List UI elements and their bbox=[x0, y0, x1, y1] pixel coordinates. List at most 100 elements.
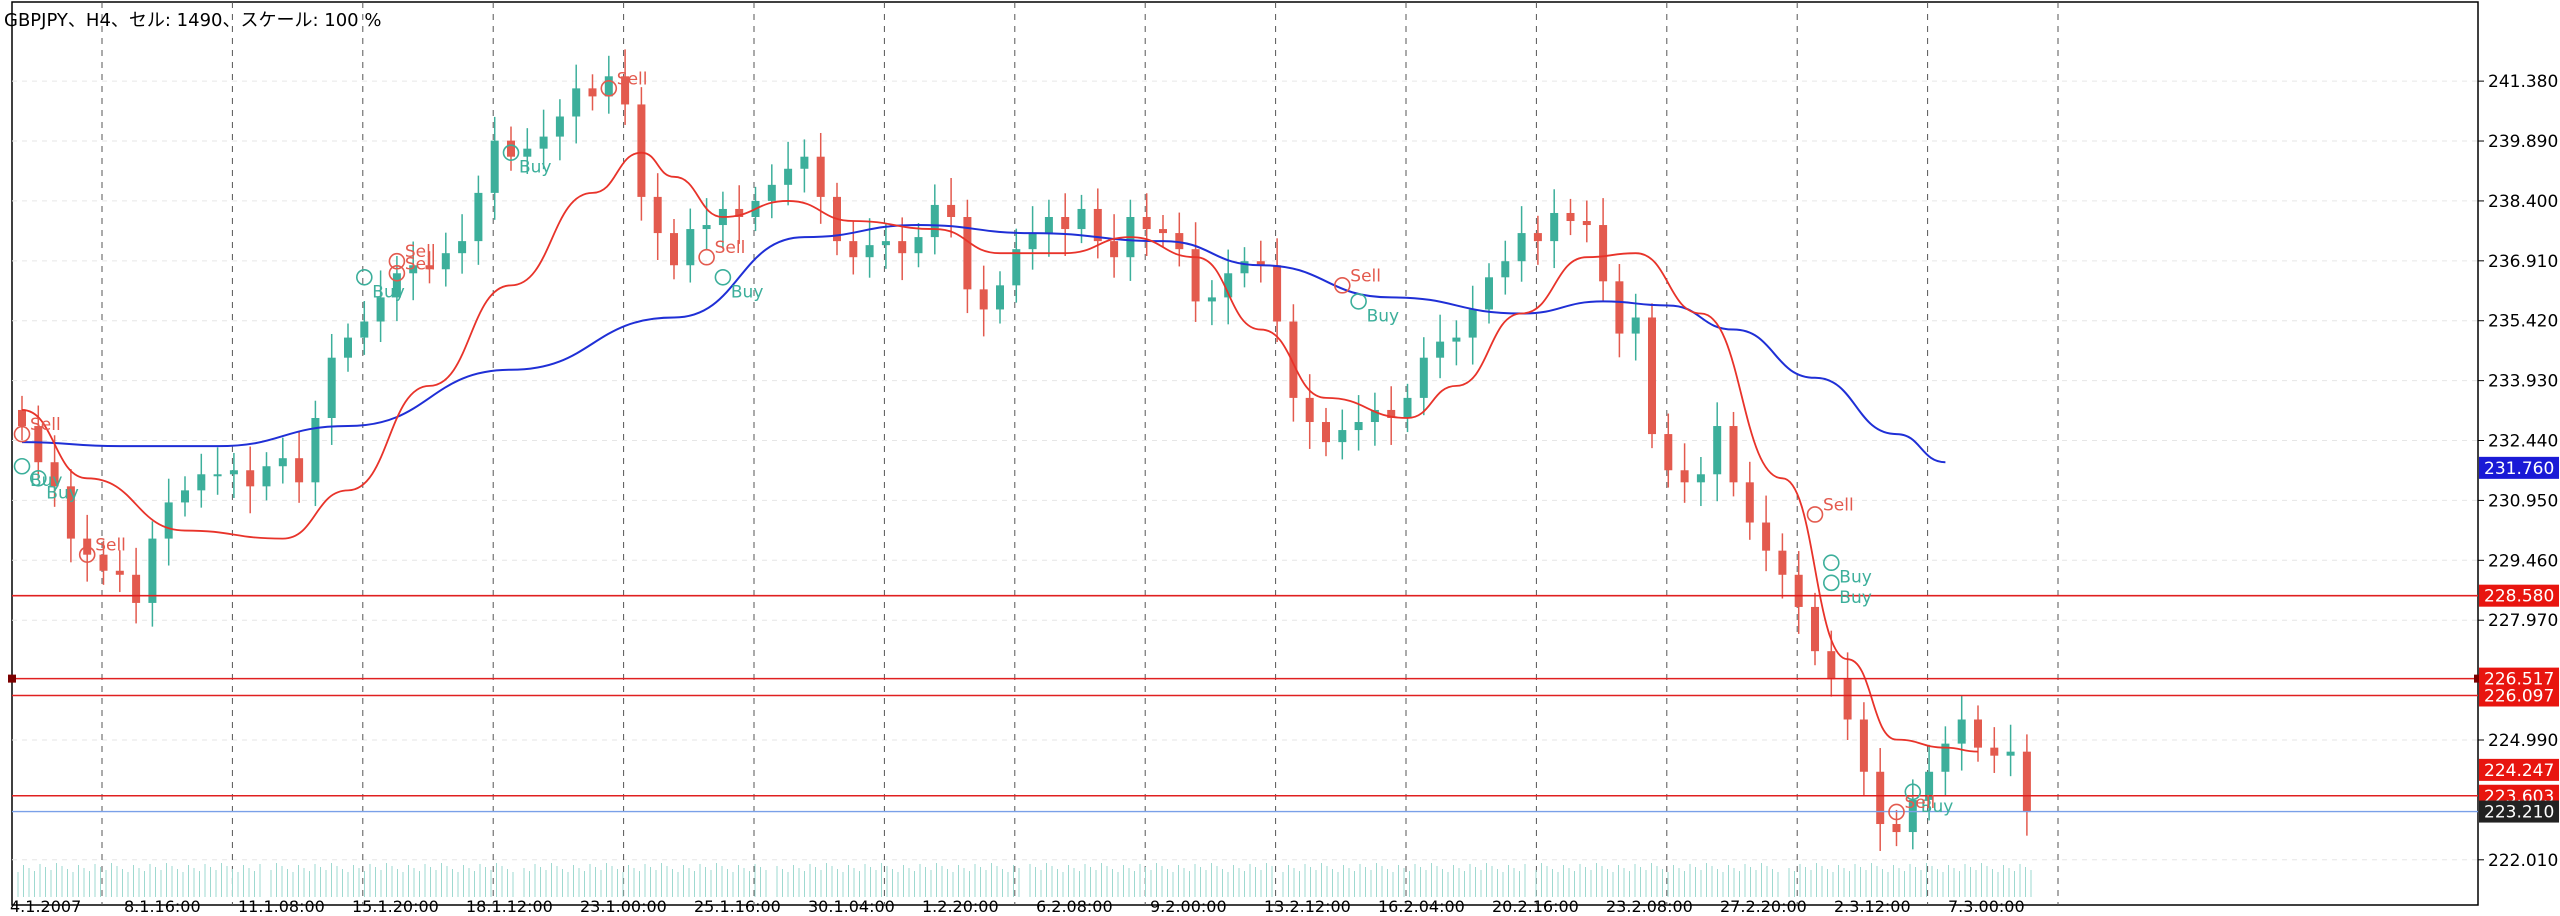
candle-body bbox=[1044, 217, 1053, 234]
candle-body bbox=[1990, 747, 1999, 756]
candle-body bbox=[213, 474, 222, 477]
candle-body bbox=[1762, 522, 1771, 551]
price-tick-label: 241.380 bbox=[2488, 72, 2558, 92]
signal-marker bbox=[355, 268, 373, 286]
signal-marker bbox=[78, 546, 96, 563]
signal-label-buy: Buy bbox=[372, 282, 405, 302]
signal-marker bbox=[502, 144, 520, 161]
signal-label-buy: Buy bbox=[46, 483, 79, 503]
price-tag-bg bbox=[2479, 800, 2559, 823]
candle-body bbox=[914, 237, 923, 254]
time-tick-label: 18.1.12:00 bbox=[466, 897, 553, 912]
candle-body bbox=[1974, 719, 1982, 748]
signal-marker bbox=[1904, 783, 1922, 801]
candle-body bbox=[376, 297, 385, 322]
candle-body bbox=[164, 502, 173, 539]
line-handle-left bbox=[8, 674, 16, 683]
candle-body bbox=[1599, 225, 1608, 282]
plot-frame bbox=[11, 1, 2479, 906]
candle-body bbox=[1745, 482, 1754, 523]
signal-label-sell: Sell bbox=[405, 242, 436, 262]
candle-body bbox=[572, 88, 581, 117]
candle-body bbox=[1240, 261, 1249, 274]
candle-body bbox=[1696, 474, 1705, 483]
candle-body bbox=[1517, 233, 1526, 262]
candle-body bbox=[2022, 751, 2031, 812]
candle-body bbox=[2006, 751, 2015, 756]
volume-layer bbox=[17, 863, 2032, 897]
price-tag-label: 226.097 bbox=[2484, 687, 2554, 707]
candle-body bbox=[148, 538, 157, 603]
signal-label-buy: Buy bbox=[1921, 797, 1954, 817]
candle-body bbox=[1012, 249, 1021, 286]
candle-body bbox=[1892, 824, 1901, 833]
time-tick-label: 15.1.20:00 bbox=[352, 897, 439, 912]
candle-body bbox=[1908, 799, 1917, 833]
candle-body bbox=[963, 217, 972, 290]
candle-body bbox=[278, 458, 287, 467]
candle-body bbox=[1566, 212, 1575, 222]
candle-body bbox=[1093, 208, 1102, 242]
candle-body bbox=[50, 462, 59, 487]
candle-body bbox=[132, 574, 141, 603]
candle-body bbox=[637, 104, 646, 197]
candle-body bbox=[670, 233, 678, 266]
signals-layer: SellBuyBuySellBuySellSellBuySellSellBuyS… bbox=[13, 69, 1954, 821]
candle-body bbox=[246, 470, 255, 487]
time-tick-label: 1.2.20:00 bbox=[922, 897, 999, 912]
candle-body bbox=[1224, 273, 1233, 298]
candle-body bbox=[474, 192, 483, 242]
candle-body bbox=[1925, 771, 1934, 800]
signal-marker bbox=[1888, 803, 1905, 821]
candle-body bbox=[686, 229, 695, 266]
candle-body bbox=[311, 418, 320, 483]
candle-body bbox=[66, 486, 75, 539]
candle-body bbox=[996, 285, 1004, 310]
candle-body bbox=[99, 554, 108, 571]
candle-body bbox=[816, 156, 825, 197]
candle-body bbox=[1403, 397, 1412, 418]
price-tag-bg bbox=[2479, 584, 2559, 607]
price-tag-bg bbox=[2479, 456, 2559, 479]
candle-body bbox=[947, 204, 956, 217]
signal-label-sell: Sell bbox=[1823, 495, 1854, 515]
signal-label-buy: Buy bbox=[1839, 588, 1872, 608]
price-tick-label: 239.890 bbox=[2488, 132, 2558, 152]
candle-body bbox=[1175, 233, 1184, 250]
time-tick-label: 20.2.16:00 bbox=[1492, 897, 1579, 912]
line-handle-right bbox=[2474, 674, 2482, 683]
candle-body bbox=[1468, 309, 1477, 338]
price-tick-label: 236.910 bbox=[2488, 252, 2558, 272]
candle-body bbox=[441, 253, 450, 270]
candle-body bbox=[1110, 241, 1119, 258]
signal-label-sell: Sell bbox=[617, 69, 648, 89]
price-tick-label: 227.970 bbox=[2488, 611, 2558, 631]
candle-body bbox=[1550, 212, 1559, 242]
signal-label-sell: Sell bbox=[405, 254, 436, 274]
candle-body bbox=[800, 156, 809, 169]
signal-marker bbox=[29, 469, 47, 487]
candle-body bbox=[1794, 574, 1803, 607]
price-tick-label: 235.420 bbox=[2488, 312, 2558, 332]
candle-body bbox=[1729, 426, 1738, 483]
candle-body bbox=[18, 409, 26, 427]
candle-body bbox=[1582, 221, 1591, 226]
signal-label-buy: Buy bbox=[731, 282, 764, 302]
candles-layer bbox=[18, 49, 2031, 851]
time-tick-label: 11.1.08:00 bbox=[238, 897, 325, 912]
price-tag-label: 228.580 bbox=[2484, 587, 2554, 607]
candle-body bbox=[262, 466, 271, 487]
price-tick-label: 233.930 bbox=[2488, 372, 2558, 392]
signal-label-sell: Sell bbox=[30, 415, 61, 435]
candle-body bbox=[1142, 217, 1151, 230]
candle-body bbox=[1061, 217, 1070, 230]
candle-body bbox=[1615, 281, 1624, 334]
signal-label-buy: Buy bbox=[1839, 568, 1872, 588]
candle-body bbox=[1370, 409, 1379, 423]
candle-body bbox=[588, 88, 597, 97]
price-tag-bg bbox=[2479, 758, 2559, 781]
candle-body bbox=[1778, 550, 1787, 575]
time-tick-label: 13.2.12:00 bbox=[1264, 897, 1351, 912]
